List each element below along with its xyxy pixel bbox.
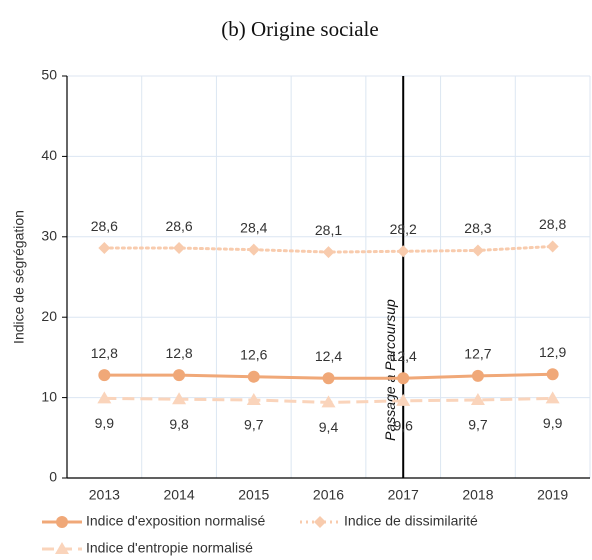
- x-tick-label: 2017: [388, 487, 419, 503]
- data-label: 9,6: [393, 418, 413, 434]
- x-tick-label: 2013: [89, 487, 120, 503]
- marker: [314, 516, 326, 528]
- y-tick-label: 40: [41, 147, 57, 163]
- data-label: 12,4: [390, 348, 417, 364]
- marker: [470, 393, 485, 406]
- data-label: 12,8: [91, 345, 118, 361]
- marker: [322, 246, 335, 259]
- marker: [173, 242, 186, 255]
- data-label: 9,8: [169, 416, 189, 432]
- data-label: 9,7: [244, 417, 264, 433]
- marker: [546, 368, 559, 381]
- data-label: 28,1: [315, 222, 342, 238]
- data-label: 28,6: [165, 218, 192, 234]
- y-tick-label: 30: [41, 228, 57, 244]
- data-label: 12,8: [165, 345, 192, 361]
- marker: [471, 244, 484, 257]
- marker: [546, 240, 559, 253]
- marker: [471, 369, 484, 382]
- marker: [397, 245, 410, 258]
- data-label: 28,8: [539, 216, 566, 232]
- y-tick-label: 10: [41, 388, 57, 404]
- marker: [322, 372, 335, 385]
- data-label: 28,2: [390, 221, 417, 237]
- marker: [172, 392, 187, 405]
- data-label: 12,4: [315, 348, 342, 364]
- data-label: 12,6: [240, 346, 267, 362]
- data-label: 12,9: [539, 344, 566, 360]
- x-tick-label: 2014: [163, 487, 194, 503]
- y-tick-label: 20: [41, 308, 57, 324]
- legend-label: Indice de dissimilarité: [344, 513, 478, 529]
- y-tick-label: 50: [41, 67, 57, 83]
- marker: [397, 372, 410, 385]
- marker: [97, 391, 112, 404]
- x-tick-label: 2015: [238, 487, 269, 503]
- marker: [396, 393, 411, 406]
- data-label: 9,9: [95, 415, 115, 431]
- marker: [545, 391, 560, 404]
- x-tick-label: 2016: [313, 487, 344, 503]
- chart-title: (b) Origine sociale: [221, 17, 378, 41]
- marker: [321, 395, 336, 408]
- data-label: 9,7: [468, 417, 488, 433]
- marker: [55, 542, 69, 554]
- marker: [98, 369, 111, 382]
- x-tick-label: 2019: [537, 487, 568, 503]
- y-tick-label: 0: [49, 469, 57, 485]
- data-label: 28,3: [464, 220, 491, 236]
- marker: [98, 242, 111, 255]
- data-label: 12,7: [464, 346, 491, 362]
- data-label: 28,4: [240, 219, 267, 235]
- legend-label: Indice d'entropie normalisé: [86, 540, 253, 556]
- x-tick-label: 2018: [462, 487, 493, 503]
- y-axis-label: Indice de ségrégation: [11, 210, 27, 344]
- marker: [173, 369, 186, 382]
- marker: [247, 370, 260, 383]
- data-label: 9,4: [319, 419, 339, 435]
- data-label: 9,9: [543, 415, 563, 431]
- marker: [246, 393, 261, 406]
- legend-label: Indice d'exposition normalisé: [86, 513, 266, 529]
- marker: [247, 243, 260, 256]
- data-label: 28,6: [91, 218, 118, 234]
- marker: [56, 516, 68, 528]
- annotation-text: Passage à Parcoursup: [382, 299, 398, 441]
